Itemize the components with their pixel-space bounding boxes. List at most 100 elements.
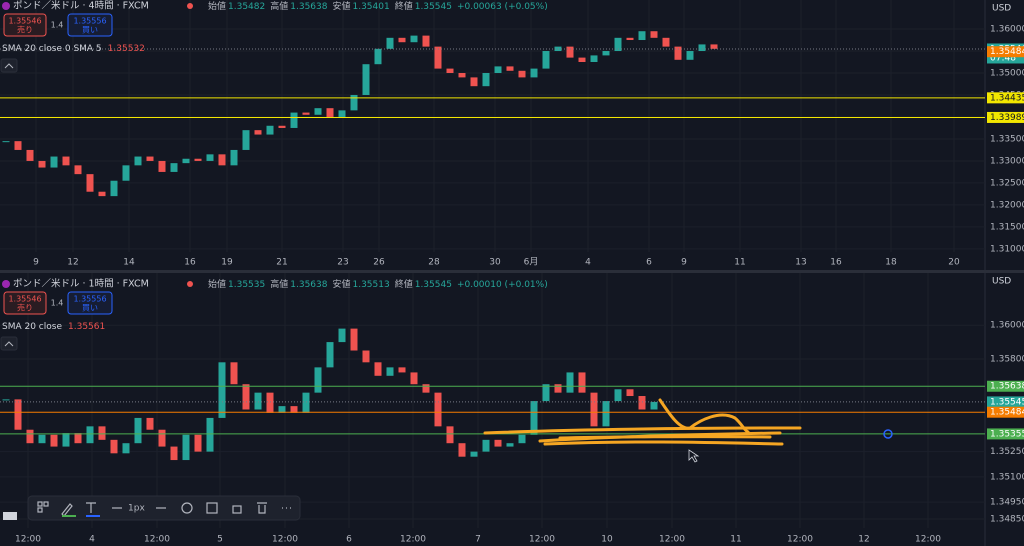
candle xyxy=(254,392,262,410)
candle xyxy=(182,434,190,461)
candle xyxy=(278,125,286,128)
candle xyxy=(350,328,358,351)
candle xyxy=(422,35,430,47)
ohlc-label: 安値 xyxy=(332,278,350,290)
candle xyxy=(170,446,178,461)
change: +0.00063 (+0.05%) xyxy=(457,2,548,12)
candle xyxy=(398,367,406,373)
candle xyxy=(134,417,142,444)
x-tick-label: 12:00 xyxy=(272,535,298,545)
sell-label: 売り xyxy=(17,303,33,313)
candle xyxy=(422,384,430,393)
toolbar-icon[interactable] xyxy=(43,501,49,507)
candle xyxy=(38,160,46,168)
x-tick-label: 30 xyxy=(489,258,501,268)
candle xyxy=(542,384,550,402)
candle xyxy=(626,37,634,41)
collapse-button[interactable] xyxy=(0,58,18,73)
x-tick-label: 9 xyxy=(681,258,687,268)
currency[interactable]: USD xyxy=(992,277,1011,287)
buy-button[interactable] xyxy=(67,13,113,37)
stroke xyxy=(483,426,802,435)
y-tick-label: 1.35800 xyxy=(990,354,1024,364)
ohlc-label: 始値 xyxy=(208,0,226,12)
candle xyxy=(590,392,598,427)
symbol-icon xyxy=(2,280,10,288)
candle xyxy=(50,156,58,168)
x-tick-label: 12:00 xyxy=(659,535,685,545)
symbol-icon xyxy=(2,2,10,10)
toolbar-icon[interactable] xyxy=(37,507,43,513)
candle xyxy=(74,433,82,444)
x-tick-label: 16 xyxy=(830,258,842,268)
ohlc-label: 始値 xyxy=(208,278,226,290)
price-tag-label: 1.33989 xyxy=(990,113,1024,123)
price-tag xyxy=(987,428,1024,440)
candle xyxy=(122,165,130,181)
price-tag-label: 1.35484 xyxy=(990,408,1024,418)
candle xyxy=(458,72,466,78)
lock-icon[interactable] xyxy=(232,505,242,514)
x-tick-label: 26 xyxy=(373,258,385,268)
candle xyxy=(146,417,154,430)
sma-value: 1.35532 xyxy=(108,44,145,54)
y-tick-label: 1.31000 xyxy=(990,244,1024,254)
collapse-button[interactable] xyxy=(0,336,18,351)
price-tag-label: 1.35638 xyxy=(990,382,1024,392)
candle xyxy=(50,434,58,447)
price-tag-label: 1.35355 xyxy=(990,429,1024,439)
currency[interactable]: USD xyxy=(992,4,1011,14)
price-tag xyxy=(987,406,1024,418)
y-tick-label: 1.35100 xyxy=(990,472,1024,482)
candle xyxy=(350,94,358,111)
price-tag-label: 1.35545 xyxy=(990,397,1024,407)
candle xyxy=(110,180,118,197)
drawing-toolbar: 1px xyxy=(27,495,301,521)
sell-button[interactable] xyxy=(3,13,47,37)
logo-shape xyxy=(3,512,17,520)
candle xyxy=(362,350,370,363)
ohlc-value: 1.35401 xyxy=(352,2,389,12)
candle xyxy=(614,37,622,52)
buy-price: 1.35556 xyxy=(73,17,106,26)
x-tick-label: 12:00 xyxy=(144,535,170,545)
x-tick-label: 4 xyxy=(585,258,591,268)
x-tick-label: 12:00 xyxy=(400,535,426,545)
settings-icon[interactable] xyxy=(181,502,193,514)
tv-logo xyxy=(3,512,17,520)
candle xyxy=(290,112,298,128)
candle xyxy=(578,372,586,393)
ohlc-label: 高値 xyxy=(270,0,288,12)
candle xyxy=(206,154,214,161)
x-tick-label: 21 xyxy=(276,258,287,268)
toolbar-icon[interactable] xyxy=(37,501,43,507)
x-tick-label: 4 xyxy=(89,535,95,545)
candle xyxy=(266,125,274,135)
delete-icon[interactable] xyxy=(257,502,267,514)
change: +0.00010 (+0.01%) xyxy=(457,280,548,290)
ohlc: 始値 1.35535 高値 1.35638 安値 1.35513 終値 1.35545 +0.0… xyxy=(208,278,548,290)
status-dot xyxy=(187,3,193,9)
text-icon[interactable] xyxy=(86,502,96,513)
candle xyxy=(74,165,82,175)
candle xyxy=(602,51,610,56)
ohlc-value: 1.35513 xyxy=(352,280,389,290)
buy-button[interactable] xyxy=(67,291,113,315)
candle xyxy=(2,141,10,143)
candle xyxy=(278,406,286,413)
anchor-point[interactable] xyxy=(883,429,893,439)
bottom-pane: 1.36000 1.35800 1.35250 1.35100 1.34950 1.348… xyxy=(0,273,1024,545)
candle xyxy=(266,392,274,413)
candle xyxy=(26,149,34,161)
candle xyxy=(470,77,478,87)
ohlc-label: 終値 xyxy=(395,278,413,290)
alert-icon[interactable] xyxy=(206,502,218,514)
line-width[interactable]: 1px xyxy=(128,504,145,514)
sell-button[interactable] xyxy=(3,291,47,315)
candle xyxy=(506,66,514,71)
ohlc-value: 1.35545 xyxy=(415,280,452,290)
candle xyxy=(290,406,298,413)
y-tick-label: 1.36000 xyxy=(990,25,1024,35)
